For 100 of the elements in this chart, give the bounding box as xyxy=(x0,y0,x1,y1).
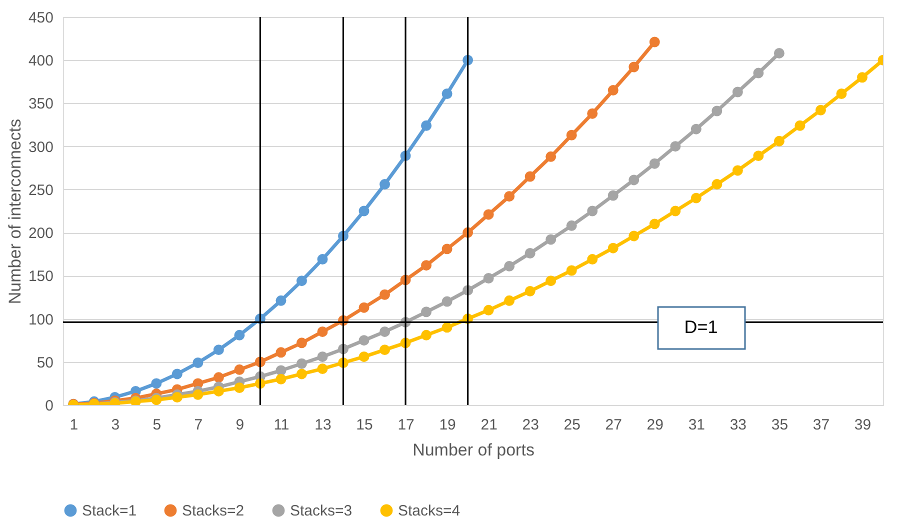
x-tick-label: 7 xyxy=(194,416,203,434)
point xyxy=(546,276,556,286)
x-tick-label: 27 xyxy=(605,416,622,434)
point xyxy=(276,347,286,358)
point xyxy=(421,330,432,340)
legend-label: Stacks=4 xyxy=(398,502,460,520)
point xyxy=(442,322,452,333)
point xyxy=(628,230,640,242)
y-tick-label: 50 xyxy=(36,354,54,372)
point xyxy=(151,378,162,389)
point xyxy=(358,335,370,346)
point xyxy=(712,106,722,116)
point xyxy=(276,374,286,384)
point xyxy=(732,165,743,176)
point xyxy=(172,368,182,380)
point xyxy=(380,179,390,190)
x-tick-label: 29 xyxy=(646,416,664,434)
point xyxy=(317,351,328,362)
point xyxy=(732,86,743,98)
y-tick-label: 100 xyxy=(28,311,54,328)
point xyxy=(794,120,806,131)
point xyxy=(774,136,784,146)
legend-label: Stacks=2 xyxy=(182,502,244,520)
x-tick-label: 17 xyxy=(398,416,414,434)
point xyxy=(566,265,577,276)
x-tick-label: 13 xyxy=(314,416,332,434)
point xyxy=(234,364,245,375)
point xyxy=(442,296,452,307)
point xyxy=(213,372,224,383)
point xyxy=(380,326,390,337)
point xyxy=(296,358,307,369)
point xyxy=(524,286,536,296)
point xyxy=(608,190,618,201)
point xyxy=(380,289,390,300)
x-tick-label: 1 xyxy=(70,416,78,434)
x-tick-label: 33 xyxy=(730,416,747,434)
point xyxy=(317,326,328,337)
legend-label: Stack=1 xyxy=(82,502,137,520)
x-tick-label: 5 xyxy=(152,416,162,434)
point xyxy=(628,62,640,72)
point xyxy=(587,254,598,265)
x-tick-label: 37 xyxy=(812,416,830,434)
point xyxy=(504,191,515,202)
point xyxy=(483,304,494,316)
x-tick-label: 9 xyxy=(236,416,244,434)
point xyxy=(296,276,307,286)
y-tick-label: 450 xyxy=(28,10,54,26)
point xyxy=(358,206,370,216)
point xyxy=(690,192,702,204)
y-tick-label: 0 xyxy=(45,398,54,414)
point xyxy=(317,364,328,374)
point xyxy=(442,244,452,254)
point xyxy=(276,295,286,306)
point xyxy=(670,206,681,216)
point xyxy=(712,179,722,190)
point xyxy=(358,351,370,362)
point xyxy=(421,260,432,271)
point xyxy=(649,36,660,48)
x-tick-label: 11 xyxy=(274,416,290,434)
point xyxy=(608,85,618,96)
point xyxy=(234,382,245,393)
x-axis-title: Number of ports xyxy=(412,440,534,460)
point xyxy=(172,392,182,402)
point xyxy=(421,306,432,318)
x-tick-label: 25 xyxy=(564,416,580,434)
point xyxy=(234,330,245,340)
point xyxy=(566,220,577,231)
point xyxy=(546,151,556,162)
point xyxy=(856,72,868,83)
y-tick-label: 350 xyxy=(28,96,54,113)
point xyxy=(421,120,432,131)
point xyxy=(483,273,494,284)
point xyxy=(524,248,536,258)
point xyxy=(317,254,328,265)
point xyxy=(753,150,764,162)
point xyxy=(587,206,598,216)
point xyxy=(753,68,764,78)
point xyxy=(380,344,390,356)
point xyxy=(213,344,224,356)
y-axis-title: Number of interconnects xyxy=(5,118,24,304)
legend-label: Stacks=3 xyxy=(290,502,352,520)
x-tick-label: 39 xyxy=(854,416,872,434)
annotation: D=1 xyxy=(684,317,718,337)
point xyxy=(649,218,660,230)
point xyxy=(546,234,556,245)
y-tick-label: 300 xyxy=(28,138,54,156)
x-tick-label: 23 xyxy=(522,416,539,434)
point xyxy=(774,48,784,58)
x-tick-label: 31 xyxy=(688,416,706,434)
y-tick-label: 250 xyxy=(28,182,54,199)
point xyxy=(358,302,370,313)
point xyxy=(213,386,224,396)
x-tick-label: 19 xyxy=(439,416,456,434)
point xyxy=(587,108,598,119)
x-tick-label: 35 xyxy=(771,416,788,434)
x-tick-label: 21 xyxy=(480,416,498,434)
point xyxy=(442,88,452,99)
point xyxy=(649,158,660,169)
y-tick-label: 150 xyxy=(28,268,54,286)
point xyxy=(296,368,307,380)
